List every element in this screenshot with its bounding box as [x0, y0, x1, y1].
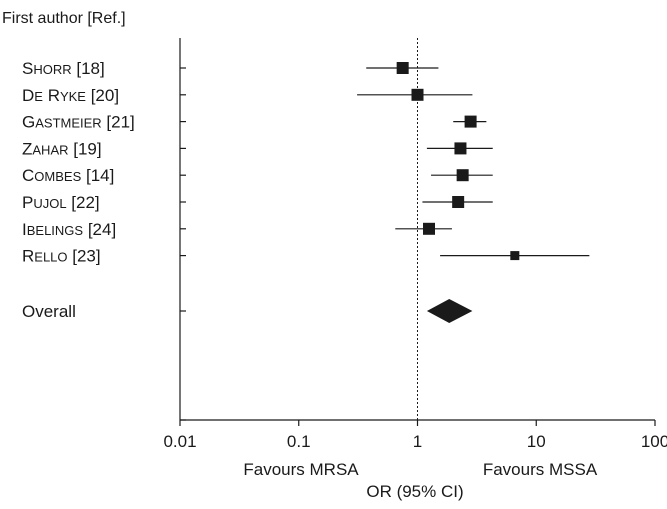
x-axis-label: OR (95% CI) — [366, 482, 463, 501]
point-estimate — [456, 169, 469, 182]
header-label: First author [Ref.] — [2, 10, 126, 27]
study-label-gastmeier: GASTMEIER [21] — [22, 113, 135, 132]
point-estimate — [510, 251, 520, 261]
study-label-pujol: PUJOL [22] — [22, 193, 100, 212]
point-estimate — [464, 115, 477, 128]
point-estimate — [454, 142, 467, 155]
study-label-de-ryke: DE RYKE [20] — [22, 86, 119, 105]
study-label-zahar: ZAHAR [19] — [22, 139, 102, 158]
x-tick-label: 0.1 — [287, 432, 311, 451]
overall-diamond — [426, 299, 473, 323]
favours-right-label: Favours MSSA — [483, 460, 598, 479]
study-label-ibelings: IBELINGS [24] — [22, 220, 116, 239]
x-tick-label: 10 — [527, 432, 546, 451]
point-estimate — [396, 62, 409, 74]
study-label-combes: COMBES [14] — [22, 166, 114, 185]
point-estimate — [423, 222, 436, 235]
overall-label: Overall — [22, 302, 76, 321]
x-tick-label: 100 — [641, 432, 667, 451]
study-label-shorr: SHORR [18] — [22, 59, 105, 78]
point-estimate — [411, 88, 424, 101]
point-estimate — [452, 196, 465, 208]
study-label-rello: RELLO [23] — [22, 247, 101, 266]
x-tick-label: 0.01 — [163, 432, 196, 451]
x-tick-label: 1 — [413, 432, 422, 451]
favours-left-label: Favours MRSA — [243, 460, 359, 479]
